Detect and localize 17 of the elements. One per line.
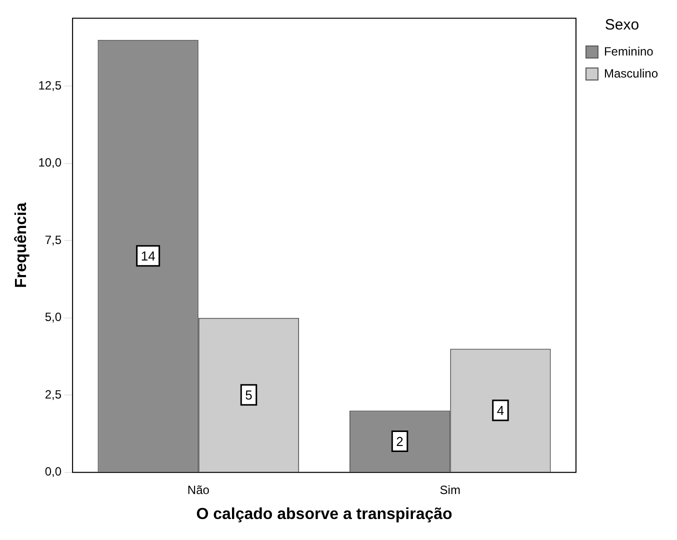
- legend-title: Sexo: [604, 16, 640, 34]
- data-label: 4: [496, 402, 504, 418]
- y-axis-title: Frequência: [13, 202, 30, 288]
- y-tick-label: 0,0: [44, 464, 62, 479]
- y-tick-label: 10,0: [38, 156, 62, 170]
- y-tick-label: 5,0: [44, 310, 62, 324]
- legend-label: Feminino: [604, 44, 654, 58]
- x-tick-label: Não: [187, 482, 210, 497]
- data-label: 5: [245, 387, 252, 402]
- y-tick-label: 12,5: [38, 78, 62, 92]
- x-tick-label: Sim: [440, 482, 460, 497]
- x-axis-title: O calçado absorve a transpiração: [196, 506, 453, 523]
- data-label: 2: [396, 434, 404, 449]
- y-tick-label: 2,5: [44, 387, 62, 402]
- data-label: 14: [140, 248, 156, 264]
- y-tick-label: 7,5: [44, 232, 62, 247]
- legend-label: Masculino: [604, 66, 658, 80]
